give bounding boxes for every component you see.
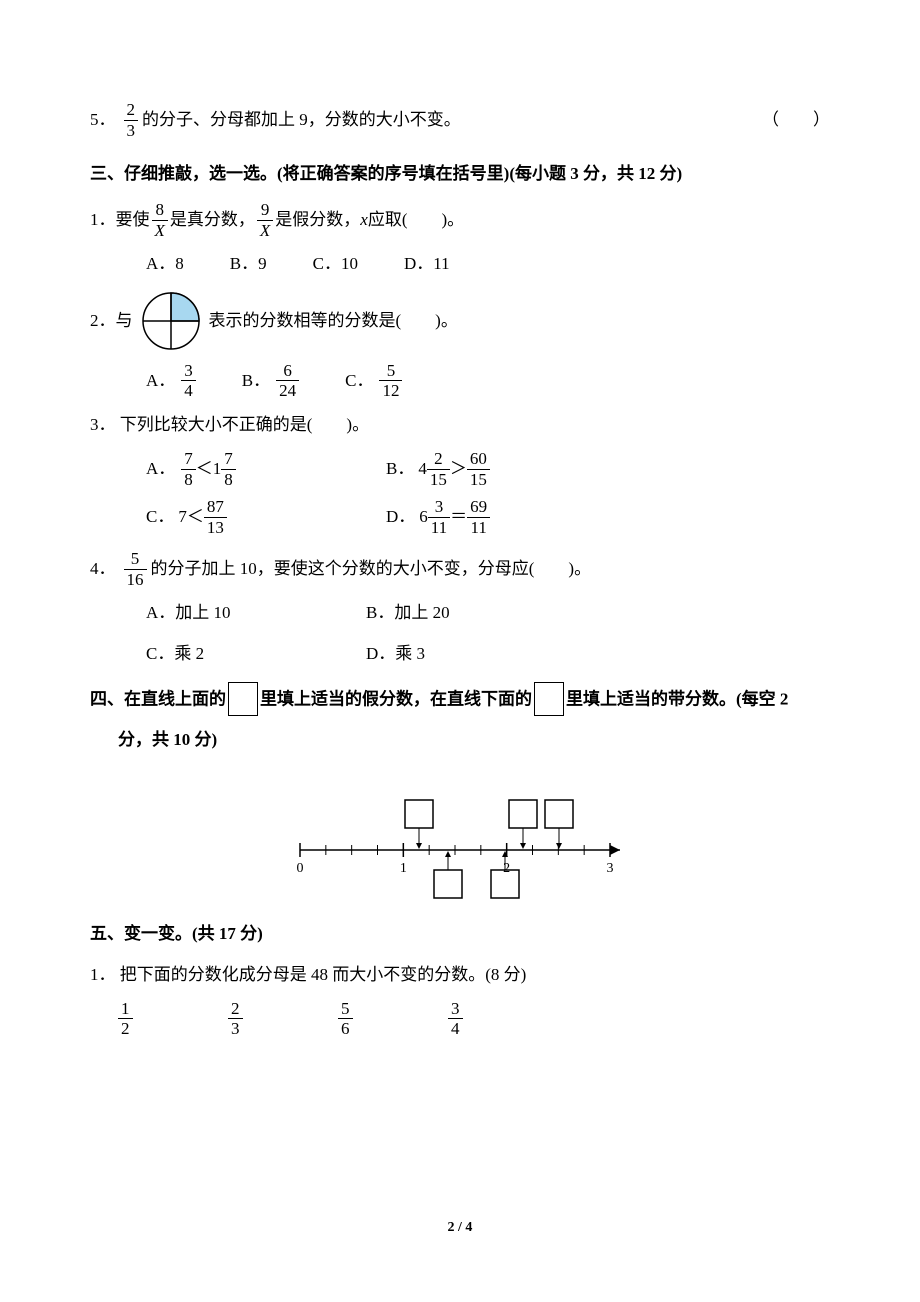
s3q2-optB[interactable]: B． 624 (242, 361, 299, 401)
s3q2-options: A． 34 B． 624 C． 512 (90, 361, 830, 401)
s3q1-frac1: 8 X (152, 200, 168, 240)
s3q3-rowAB: A． 78 ＜1 78 B． 4 215 ＞ 6015 (90, 449, 830, 489)
s3q4-optA[interactable]: A．加上 10 (146, 597, 366, 629)
q5: 5． 2 3 的分子、分母都加上 9，分数的大小不变。 （ ） (90, 100, 830, 140)
page-number: 2 / 4 (0, 1215, 920, 1242)
s3q4-frac: 5 16 (124, 549, 147, 589)
s3q1-optC[interactable]: C．10 (313, 248, 358, 280)
quarter-circle-icon (139, 289, 203, 353)
page: 5． 2 3 的分子、分母都加上 9，分数的大小不变。 （ ） 三、仔细推敲，选… (0, 0, 920, 1302)
s5q1-frac: 23 (228, 999, 338, 1039)
q5-text: 的分子、分母都加上 9，分数的大小不变。 (142, 104, 461, 136)
s3q1-optA[interactable]: A．8 (146, 248, 184, 280)
s3q2: 2． 与 表示的分数相等的分数是( )。 (90, 289, 830, 353)
s5q1-frac: 12 (118, 999, 228, 1039)
s3q4-text: 的分子加上 10，要使这个分数的大小不变，分母应( )。 (151, 553, 592, 585)
s3q3-optD[interactable]: D． 6 311 ＝ 6911 (386, 497, 490, 537)
s3q1-optD[interactable]: D．11 (404, 248, 450, 280)
svg-text:2: 2 (503, 861, 510, 876)
box-icon (228, 682, 258, 716)
s3q4-optD[interactable]: D．乘 3 (366, 638, 425, 670)
s3q2-post: 表示的分数相等的分数是( )。 (209, 305, 458, 337)
s5q1-frac: 56 (338, 999, 448, 1039)
s3q4-num: 4． (90, 553, 116, 585)
box-icon (534, 682, 564, 716)
s3q1-x: x (360, 204, 368, 236)
s3q3-optC[interactable]: C． 7＜ 8713 (146, 497, 386, 537)
section4-title-cont: 分，共 10 分) (90, 724, 830, 756)
s3q3-optA[interactable]: A． 78 ＜1 78 (146, 449, 386, 489)
q5-frac: 2 3 (124, 100, 139, 140)
s5q1-text: 把下面的分数化成分母是 48 而大小不变的分数。(8 分) (120, 965, 527, 984)
svg-text:1: 1 (400, 861, 407, 876)
s3q1-tail: 应取( )。 (368, 204, 464, 236)
s3q1: 1． 要使 8 X 是真分数， 9 X 是假分数， x 应取( )。 (90, 200, 830, 240)
q5-blank[interactable]: （ ） (762, 104, 830, 136)
section4-title: 四、在直线上面的里填上适当的假分数，在直线下面的里填上适当的带分数。(每空 2 (90, 682, 830, 716)
s3q1-pre: 要使 (116, 204, 150, 236)
s3q2-optA[interactable]: A． 34 (146, 361, 196, 401)
s3q1-num: 1． (90, 204, 116, 236)
s3q3-text: 下列比较大小不正确的是( )。 (120, 415, 369, 434)
s3q2-num: 2． (90, 305, 116, 337)
s3q3-num: 3． (90, 415, 116, 434)
section5-title: 五、变一变。(共 17 分) (90, 918, 830, 950)
s3q4-rowCD: C．乘 2 D．乘 3 (90, 638, 830, 670)
s3q4: 4． 5 16 的分子加上 10，要使这个分数的大小不变，分母应( )。 (90, 549, 830, 589)
section3-title: 三、仔细推敲，选一选。(将正确答案的序号填在括号里)(每小题 3 分，共 12 … (90, 158, 830, 190)
s5q1-num: 1． (90, 965, 116, 984)
s3q3-optB[interactable]: B． 4 215 ＞ 6015 (386, 449, 490, 489)
svg-text:0: 0 (297, 861, 304, 876)
s5q1-fracs: 12235634 (90, 999, 830, 1039)
s3q1-frac2: 9 X (257, 200, 273, 240)
s3q4-optC[interactable]: C．乘 2 (146, 638, 366, 670)
s3q1-optB[interactable]: B．9 (230, 248, 267, 280)
s5q1: 1． 把下面的分数化成分母是 48 而大小不变的分数。(8 分) (90, 959, 830, 991)
s5q1-frac: 34 (448, 999, 558, 1039)
s3q4-rowAB: A．加上 10 B．加上 20 (90, 597, 830, 629)
q5-number: 5． (90, 104, 116, 136)
s3q1-options: A．8 B．9 C．10 D．11 (90, 248, 830, 280)
s3q4-optB[interactable]: B．加上 20 (366, 597, 450, 629)
svg-text:3: 3 (607, 861, 614, 876)
s3q2-pre: 与 (116, 305, 133, 337)
s3q3: 3． 下列比较大小不正确的是( )。 (90, 409, 830, 441)
s3q1-mid2: 是假分数， (275, 204, 360, 236)
number-line: 0 1 2 3 (90, 764, 830, 904)
s3q2-optC[interactable]: C． 512 (345, 361, 402, 401)
s3q3-rowCD: C． 7＜ 8713 D． 6 311 ＝ 6911 (90, 497, 830, 537)
s3q1-mid1: 是真分数， (170, 204, 255, 236)
